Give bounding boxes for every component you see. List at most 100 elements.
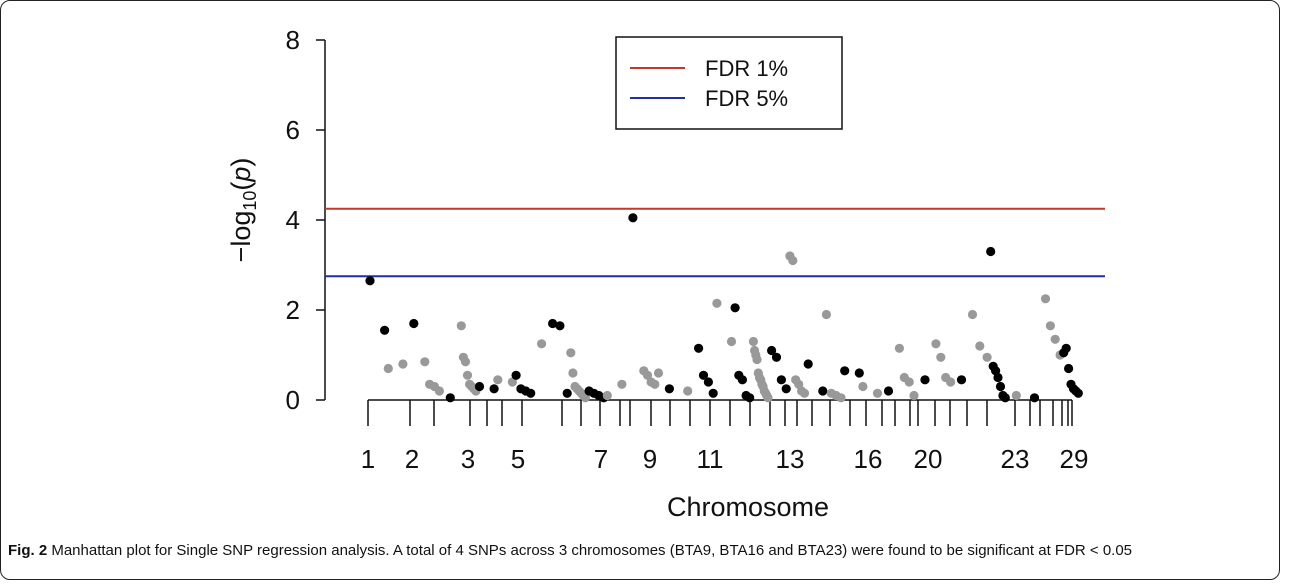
data-point	[694, 343, 704, 353]
x-tick-label: 16	[854, 444, 883, 474]
data-point	[1045, 321, 1055, 331]
legend-label: FDR 1%	[705, 56, 788, 81]
data-point	[818, 386, 828, 396]
data-point	[365, 276, 375, 286]
figure-caption: Fig. 2 Manhattan plot for Single SNP reg…	[8, 540, 1268, 561]
x-axis-label: Chromosome	[667, 492, 829, 522]
data-point	[1000, 393, 1010, 403]
x-tick-label: 11	[697, 444, 724, 474]
data-point	[653, 368, 664, 378]
data-point	[489, 384, 499, 394]
data-point	[462, 370, 473, 380]
legend: FDR 1% FDR 5%	[615, 36, 843, 130]
x-tick-label: 13	[776, 444, 805, 474]
data-point	[380, 325, 390, 335]
data-point	[650, 379, 660, 389]
x-tick-label: 23	[1001, 444, 1030, 474]
data-point	[1061, 343, 1071, 353]
data-point	[1050, 334, 1060, 344]
x-tick-label: 20	[914, 444, 943, 474]
x-tick-label: 9	[643, 444, 657, 474]
legend-box	[615, 36, 843, 130]
data-point	[1040, 294, 1051, 304]
data-point	[445, 393, 455, 403]
y-axis-label: −log10(p)	[226, 158, 260, 263]
y-tick-label: 6	[286, 115, 300, 145]
data-point	[995, 381, 1006, 392]
data-point	[628, 213, 638, 223]
data-point	[894, 343, 905, 353]
y-tick-label: 4	[286, 205, 300, 235]
legend-label: FDR 5%	[705, 86, 788, 111]
x-tick-label: 3	[461, 444, 475, 474]
data-point	[883, 386, 894, 396]
data-point	[745, 393, 755, 403]
data-point	[548, 318, 558, 329]
data-point	[409, 318, 419, 329]
data-points	[365, 213, 1083, 403]
data-point	[526, 388, 536, 398]
data-point	[664, 384, 675, 394]
data-point	[776, 375, 787, 385]
data-point	[752, 354, 762, 365]
data-point	[712, 298, 722, 308]
x-tick-label: 5	[511, 444, 525, 474]
data-point	[904, 377, 914, 387]
x-tick-label: 1	[361, 444, 375, 474]
data-point	[788, 255, 798, 266]
caption-text: Manhattan plot for Single SNP regression…	[51, 542, 1133, 559]
x-tick-label: 2	[405, 444, 419, 474]
data-point	[617, 379, 627, 389]
data-point	[909, 390, 919, 401]
data-point	[698, 370, 709, 380]
data-point	[1011, 390, 1021, 401]
data-point	[420, 357, 430, 367]
data-point	[1064, 363, 1074, 374]
data-point	[493, 375, 503, 385]
data-point	[931, 339, 941, 349]
caption-label: Fig. 2	[8, 542, 48, 559]
data-point	[434, 386, 444, 396]
data-point	[771, 352, 782, 362]
data-point	[460, 357, 471, 367]
data-point	[474, 381, 485, 392]
data-point	[967, 309, 978, 320]
data-point	[737, 375, 748, 385]
data-point	[580, 393, 591, 403]
data-point	[566, 348, 576, 358]
data-point	[872, 388, 883, 398]
data-point	[836, 393, 846, 403]
data-point	[730, 303, 740, 313]
data-point	[986, 246, 996, 257]
data-point	[708, 388, 718, 398]
data-point	[726, 336, 737, 347]
data-point	[555, 321, 565, 331]
data-point	[854, 368, 864, 378]
data-point	[920, 375, 930, 385]
data-point	[946, 377, 956, 387]
data-point	[683, 386, 693, 396]
data-point	[456, 321, 466, 331]
data-point	[799, 388, 810, 398]
data-point	[936, 352, 946, 362]
data-point	[568, 368, 578, 378]
data-point	[821, 309, 832, 320]
data-point	[840, 366, 850, 376]
data-point	[781, 384, 791, 394]
data-point	[763, 393, 773, 403]
data-point	[1073, 388, 1083, 398]
data-point	[748, 336, 759, 347]
data-point	[562, 388, 572, 398]
data-point	[537, 339, 547, 349]
x-tick-label: 29	[1060, 444, 1089, 474]
data-point	[975, 341, 985, 351]
data-point	[956, 375, 967, 385]
y-tick-label: 2	[286, 295, 300, 325]
y-tick-label: 8	[286, 25, 300, 55]
data-point	[767, 345, 777, 356]
x-tick-label: 7	[594, 444, 608, 474]
data-point	[993, 372, 1003, 383]
data-point	[703, 377, 714, 387]
